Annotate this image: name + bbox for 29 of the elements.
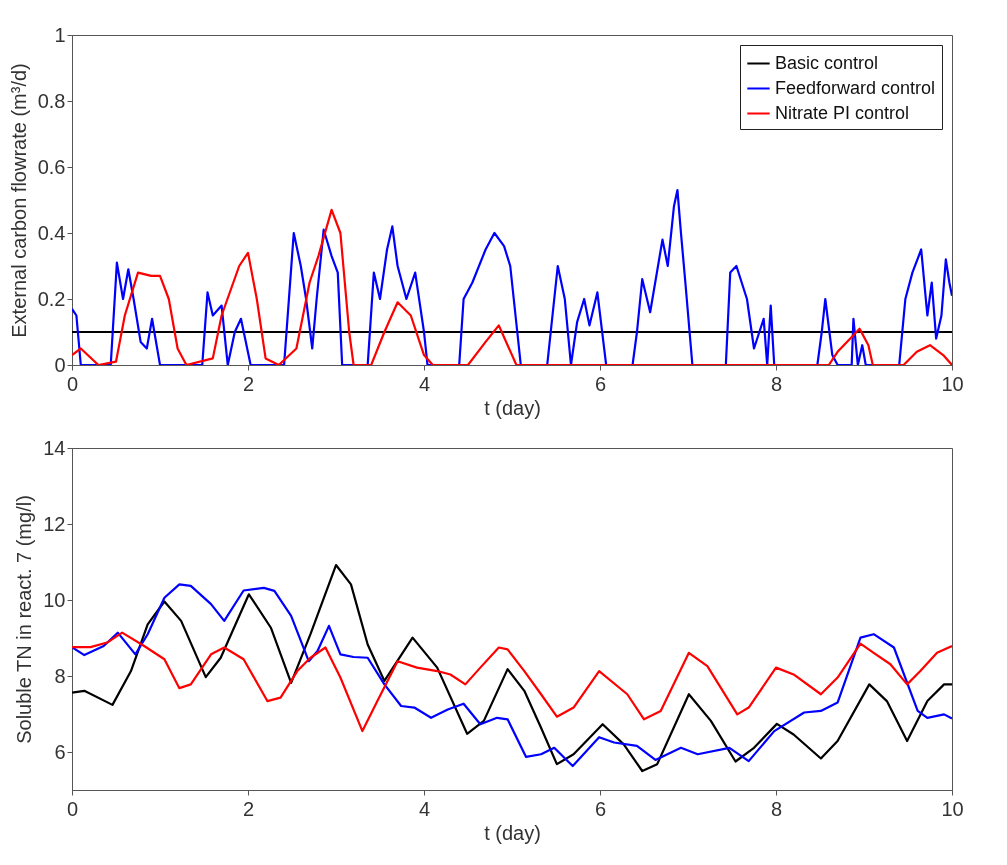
x-tick-label: 8 [770,797,783,820]
x-tick-label: 4 [418,797,431,820]
y-axis-title: External carbon flowrate (m³/d) [7,63,30,338]
y-tick-label: 14 [43,436,66,459]
legend-label: Nitrate PI control [775,102,910,123]
y-tick-label: 0.2 [37,287,66,310]
y-tick-label: 0 [54,353,66,376]
y-tick-label: 0.6 [37,155,66,178]
x-tick-label: 2 [242,372,255,395]
x-axis-title: t (day) [484,396,541,419]
y-tick-label: 0.4 [37,221,66,244]
x-tick-label: 10 [941,372,964,395]
y-tick-label: 12 [43,512,66,535]
legend-label: Feedforward control [775,77,936,98]
x-tick-label: 6 [594,372,607,395]
x-axis-title: t (day) [484,821,541,844]
x-tick-label: 8 [770,372,783,395]
legend-label: Basic control [775,52,879,73]
y-tick-label: 0.8 [37,89,66,112]
line-series [72,631,952,733]
x-tick-label: 4 [418,372,431,395]
x-tick-label: 10 [941,797,964,820]
x-tick-label: 2 [242,797,255,820]
x-tick-label: 6 [594,797,607,820]
y-axis-title: Soluble TN in react. 7 (mg/l) [13,495,36,744]
y-tick-label: 10 [43,588,66,611]
y-tick-label: 1 [54,23,66,46]
y-tick-label: 8 [54,664,66,687]
y-tick-label: 6 [54,740,66,763]
